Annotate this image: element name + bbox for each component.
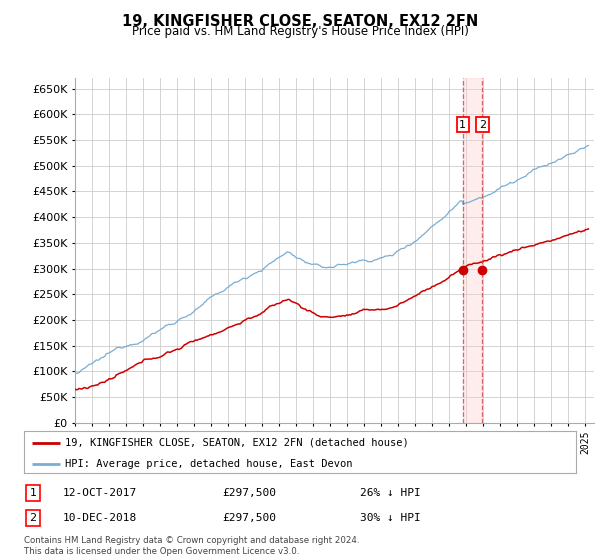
- Text: Contains HM Land Registry data © Crown copyright and database right 2024.
This d: Contains HM Land Registry data © Crown c…: [24, 536, 359, 556]
- Text: 19, KINGFISHER CLOSE, SEATON, EX12 2FN: 19, KINGFISHER CLOSE, SEATON, EX12 2FN: [122, 14, 478, 29]
- Text: 19, KINGFISHER CLOSE, SEATON, EX12 2FN (detached house): 19, KINGFISHER CLOSE, SEATON, EX12 2FN (…: [65, 437, 409, 447]
- Text: £297,500: £297,500: [222, 513, 276, 523]
- Text: 30% ↓ HPI: 30% ↓ HPI: [360, 513, 421, 523]
- Text: 12-OCT-2017: 12-OCT-2017: [63, 488, 137, 498]
- Text: 2: 2: [479, 120, 486, 130]
- Text: 26% ↓ HPI: 26% ↓ HPI: [360, 488, 421, 498]
- Text: Price paid vs. HM Land Registry's House Price Index (HPI): Price paid vs. HM Land Registry's House …: [131, 25, 469, 38]
- Text: HPI: Average price, detached house, East Devon: HPI: Average price, detached house, East…: [65, 459, 353, 469]
- Text: 2: 2: [29, 513, 37, 523]
- Text: 10-DEC-2018: 10-DEC-2018: [63, 513, 137, 523]
- Text: 1: 1: [460, 120, 466, 130]
- Bar: [463, 78, 482, 423]
- Text: £297,500: £297,500: [222, 488, 276, 498]
- Text: 1: 1: [29, 488, 37, 498]
